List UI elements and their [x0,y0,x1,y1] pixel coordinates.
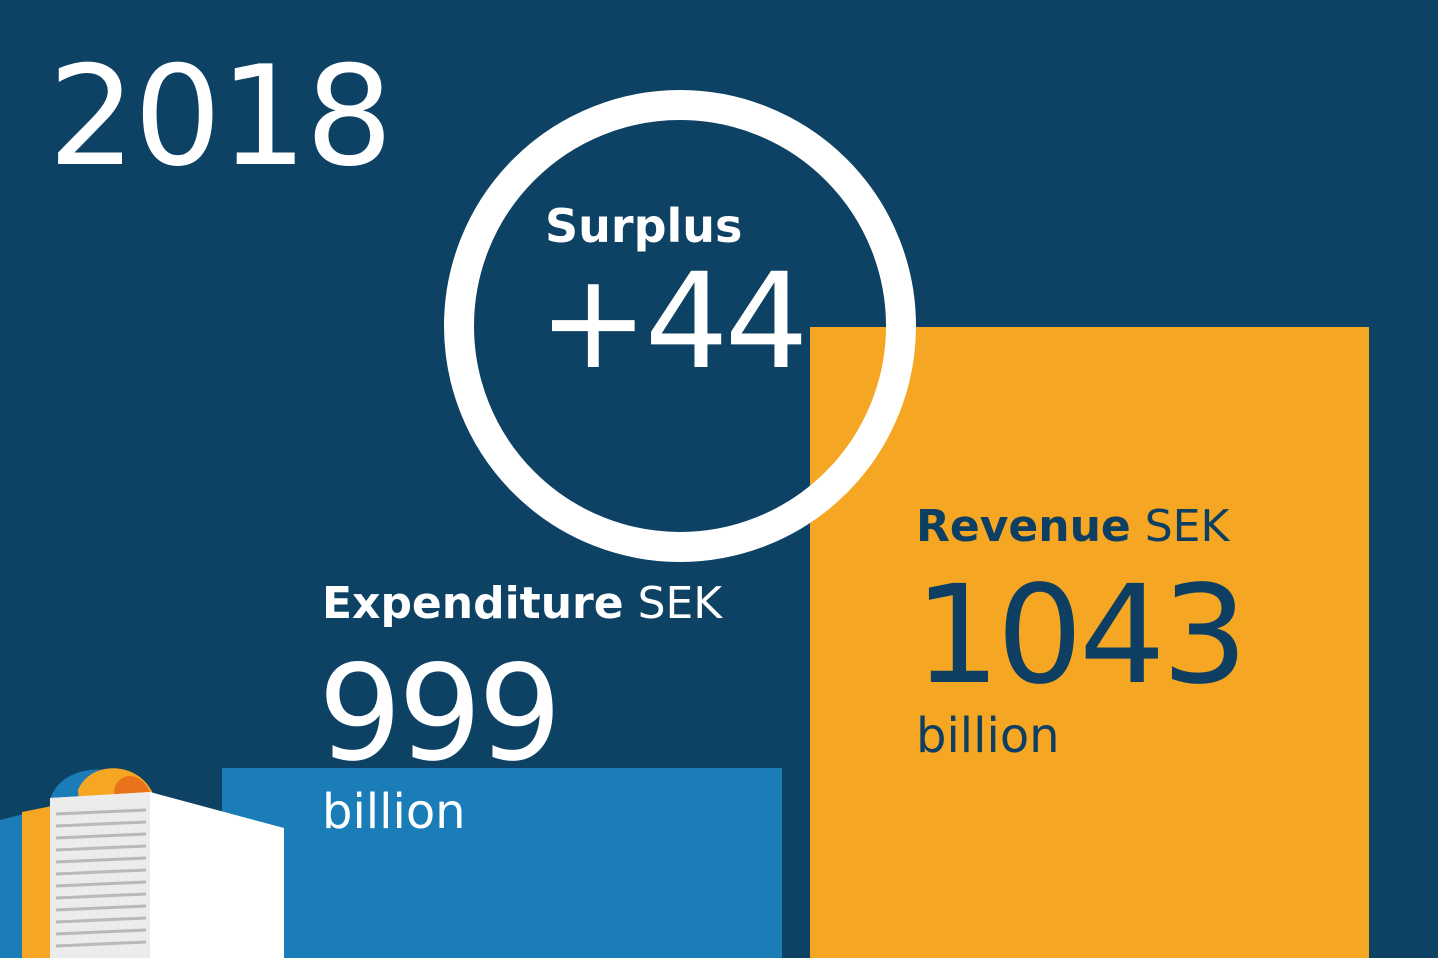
revenue-label-text: Revenue [916,501,1131,552]
year-heading: 2018 [48,36,393,197]
surplus-value: +44 [538,245,809,399]
revenue-currency: SEK [1144,501,1230,552]
expenditure-bar [222,768,782,958]
expenditure-value: 999 [318,637,562,791]
expenditure-currency: SEK [637,578,723,629]
expenditure-unit: billion [322,784,466,840]
revenue-unit: billion [916,708,1060,764]
surplus-label: Surplus [545,199,743,253]
expenditure-label-text: Expenditure [322,578,624,629]
expenditure-label: Expenditure SEK [322,582,722,626]
book-icon [0,768,284,958]
revenue-label: Revenue SEK [916,505,1229,549]
revenue-value: 1043 [914,557,1248,715]
revenue-bar [810,327,1369,958]
